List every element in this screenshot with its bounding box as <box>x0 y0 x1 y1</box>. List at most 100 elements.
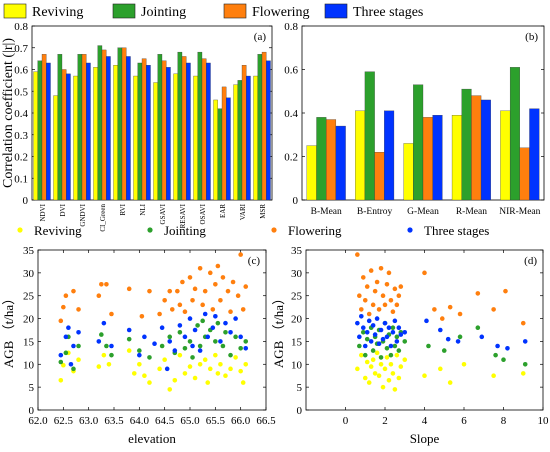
bar <box>519 147 530 201</box>
y-tick-label: 10 <box>291 359 303 371</box>
data-point <box>96 293 102 299</box>
bar <box>193 75 198 201</box>
bar <box>77 54 83 201</box>
data-point <box>126 336 132 342</box>
bar <box>413 84 424 201</box>
data-point <box>475 291 481 296</box>
data-point <box>392 286 398 292</box>
data-point <box>402 339 408 344</box>
data-point <box>398 284 404 289</box>
bar <box>509 67 520 201</box>
data-point <box>376 341 382 347</box>
data-point <box>96 364 102 369</box>
data-point <box>388 343 394 349</box>
data-point <box>384 355 390 360</box>
x-tick-label: 63.5 <box>104 415 124 427</box>
data-point <box>192 375 198 381</box>
x-tick-label: CI_Green <box>99 204 107 232</box>
data-point <box>372 371 378 376</box>
panel-label: (d) <box>524 255 537 267</box>
data-point <box>58 352 64 358</box>
data-point <box>99 332 104 337</box>
data-point <box>376 307 382 312</box>
data-point <box>455 339 461 344</box>
data-point <box>382 302 388 308</box>
data-point <box>187 316 193 321</box>
data-point <box>238 345 243 351</box>
data-point <box>109 343 114 349</box>
y-tick-label: 0.2 <box>284 152 298 164</box>
data-point <box>71 288 76 294</box>
data-point <box>195 323 200 328</box>
panel-label: (c) <box>248 255 261 267</box>
data-point <box>396 325 402 331</box>
panel-label: (b) <box>525 31 538 43</box>
data-point <box>475 325 481 331</box>
bar <box>480 99 491 201</box>
x-tick-label: 2 <box>382 415 388 427</box>
data-point <box>386 325 392 331</box>
data-point <box>447 304 453 310</box>
data-point <box>104 343 109 349</box>
legend-swatch <box>223 3 247 19</box>
y-tick-label: 10 <box>23 359 35 371</box>
y-tick-label: 35 <box>23 245 35 257</box>
bar <box>166 67 171 201</box>
y-tick-label: 30 <box>23 268 35 280</box>
y-tick-label: 0 <box>293 195 299 207</box>
data-point <box>131 371 137 376</box>
legend-bottom-item: Jointing <box>147 223 206 238</box>
data-point <box>491 307 496 312</box>
bar <box>86 62 91 201</box>
data-point <box>126 327 132 333</box>
data-point <box>426 343 431 349</box>
bar <box>121 47 127 201</box>
data-point <box>398 332 404 337</box>
data-point <box>378 327 384 333</box>
legend-label: Jointing <box>164 223 206 238</box>
data-point <box>357 334 362 340</box>
bar <box>384 110 395 201</box>
data-point <box>182 371 188 376</box>
data-point <box>187 364 193 369</box>
legend-label: Three stages <box>353 5 423 20</box>
y-tick-label: 30 <box>291 268 303 280</box>
bar <box>241 65 247 201</box>
x-tick-label: 10 <box>538 415 550 427</box>
data-point <box>76 343 81 349</box>
data-point <box>180 279 185 285</box>
y-tick-label: 0.5 <box>14 86 28 98</box>
data-point <box>370 348 376 353</box>
data-point <box>438 327 443 333</box>
data-point <box>240 380 246 385</box>
data-point <box>235 293 241 299</box>
data-point <box>392 343 398 349</box>
data-point <box>378 361 384 367</box>
data-point <box>432 307 437 312</box>
panel-a-bar-chart: 0 0.1 0.2 0.3 0.4 0.5 0.6 0.7 0.8 Correlation coe… <box>1 21 273 232</box>
data-point <box>386 270 392 276</box>
data-point <box>126 348 132 353</box>
data-point <box>172 348 178 353</box>
data-point <box>233 334 238 340</box>
bar <box>206 62 211 201</box>
data-point <box>167 288 173 294</box>
data-point <box>213 339 218 344</box>
bar <box>461 88 472 201</box>
data-point <box>177 352 183 358</box>
data-point <box>233 316 238 321</box>
bar <box>173 73 178 201</box>
data-point <box>182 309 188 315</box>
y-tick-label: 25 <box>291 291 303 303</box>
bar <box>161 60 167 201</box>
data-point <box>520 320 526 326</box>
data-point <box>63 334 69 340</box>
bar <box>113 65 118 201</box>
data-point <box>147 380 152 385</box>
data-point <box>104 281 109 287</box>
x-tick-label: 63.0 <box>79 415 99 427</box>
data-point <box>439 316 445 321</box>
data-point <box>243 284 249 289</box>
data-point <box>366 318 372 324</box>
data-point <box>380 384 386 390</box>
